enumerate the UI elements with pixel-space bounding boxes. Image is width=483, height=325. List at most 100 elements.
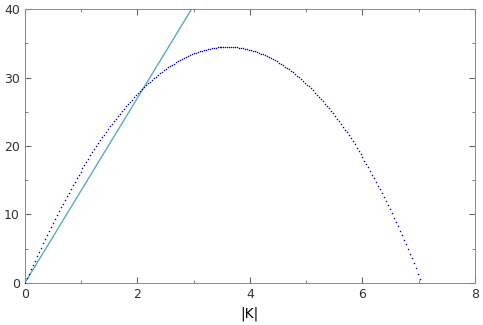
- Point: [341, 127, 348, 132]
- Point: [41, 237, 49, 242]
- Point: [200, 47, 208, 53]
- Point: [122, 104, 130, 109]
- Point: [186, 53, 194, 58]
- Point: [152, 74, 160, 79]
- Point: [220, 44, 227, 49]
- Point: [86, 153, 94, 158]
- Point: [402, 241, 410, 247]
- Point: [158, 69, 166, 74]
- Point: [29, 262, 37, 267]
- Point: [61, 197, 69, 202]
- Point: [71, 179, 78, 185]
- Point: [321, 101, 328, 106]
- Point: [408, 256, 416, 261]
- Point: [156, 71, 164, 76]
- Point: [23, 276, 31, 281]
- Point: [404, 246, 412, 252]
- Point: [57, 205, 65, 210]
- Point: [414, 271, 422, 276]
- Point: [309, 88, 317, 93]
- Point: [132, 93, 140, 98]
- Point: [182, 54, 190, 59]
- Point: [303, 82, 311, 87]
- Point: [323, 103, 330, 109]
- Point: [79, 166, 86, 171]
- Point: [311, 90, 319, 95]
- Point: [83, 159, 90, 164]
- Point: [111, 119, 118, 124]
- Point: [299, 78, 307, 84]
- Point: [97, 138, 104, 143]
- Point: [166, 63, 174, 69]
- Point: [410, 261, 418, 266]
- Point: [162, 66, 170, 72]
- Point: [124, 101, 132, 107]
- Point: [406, 251, 414, 256]
- Point: [118, 109, 126, 114]
- Point: [99, 135, 106, 140]
- Point: [398, 232, 406, 238]
- Point: [134, 91, 142, 96]
- Point: [138, 86, 146, 92]
- Point: [379, 191, 386, 196]
- Point: [63, 194, 71, 199]
- Point: [222, 44, 229, 49]
- Point: [184, 53, 192, 58]
- Point: [154, 72, 162, 78]
- Point: [386, 207, 394, 212]
- Point: [242, 46, 249, 51]
- Point: [104, 126, 112, 132]
- Point: [59, 201, 67, 206]
- Point: [329, 111, 337, 116]
- Point: [108, 121, 116, 126]
- Point: [116, 111, 124, 116]
- Point: [363, 162, 370, 167]
- Point: [351, 142, 358, 147]
- Point: [279, 63, 287, 68]
- Point: [261, 53, 269, 58]
- Point: [293, 73, 301, 78]
- Point: [120, 106, 128, 111]
- Point: [51, 216, 58, 222]
- Point: [249, 48, 257, 53]
- Point: [319, 99, 327, 104]
- Point: [267, 56, 275, 61]
- Point: [325, 106, 333, 111]
- Point: [416, 277, 424, 282]
- Point: [388, 211, 396, 216]
- Point: [210, 45, 217, 50]
- Point: [93, 144, 100, 149]
- Point: [392, 219, 400, 224]
- Point: [142, 83, 150, 88]
- Point: [257, 51, 265, 56]
- Point: [317, 97, 325, 102]
- Point: [271, 58, 279, 63]
- Point: [47, 224, 55, 229]
- Point: [100, 132, 108, 137]
- Point: [372, 179, 380, 185]
- X-axis label: |K|: |K|: [241, 306, 259, 321]
- Point: [265, 55, 273, 60]
- Point: [333, 116, 341, 121]
- Point: [106, 124, 114, 129]
- Point: [140, 84, 148, 90]
- Point: [148, 77, 156, 83]
- Point: [95, 141, 102, 146]
- Point: [85, 156, 92, 161]
- Point: [259, 52, 267, 57]
- Point: [176, 58, 184, 63]
- Point: [347, 136, 355, 141]
- Point: [243, 46, 251, 52]
- Point: [72, 176, 80, 181]
- Point: [204, 46, 212, 52]
- Point: [361, 158, 369, 163]
- Point: [367, 168, 374, 174]
- Point: [55, 209, 62, 214]
- Point: [345, 133, 353, 138]
- Point: [114, 113, 122, 119]
- Point: [285, 67, 293, 72]
- Point: [102, 129, 110, 135]
- Point: [180, 55, 187, 60]
- Point: [247, 47, 255, 53]
- Point: [37, 245, 44, 250]
